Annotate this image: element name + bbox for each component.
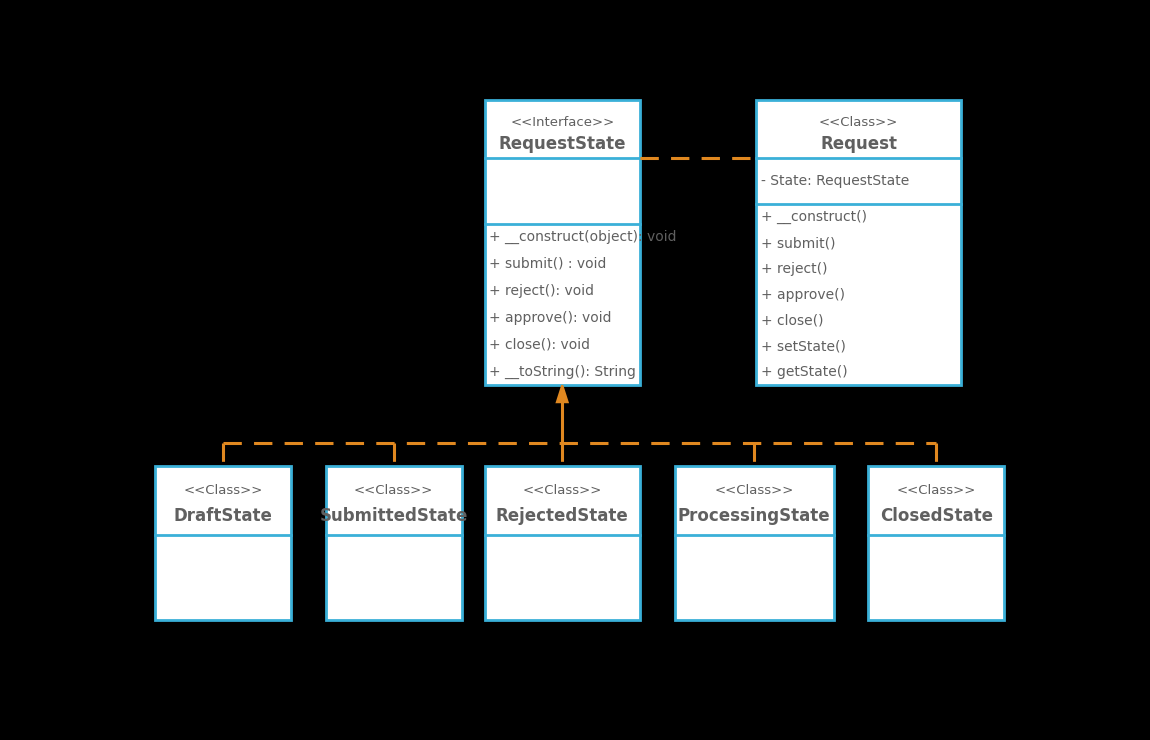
Text: + __construct(object): void: + __construct(object): void — [490, 230, 677, 244]
Text: + close(): void: + close(): void — [490, 338, 590, 352]
Text: <<Class>>: <<Class>> — [354, 484, 434, 497]
Bar — [485, 101, 639, 386]
Text: <<Interface>>: <<Interface>> — [511, 115, 614, 129]
Text: <<Class>>: <<Class>> — [819, 115, 898, 129]
Text: <<Class>>: <<Class>> — [714, 484, 793, 497]
Text: ClosedState: ClosedState — [880, 507, 992, 525]
Bar — [325, 466, 461, 620]
Text: + approve(): + approve() — [760, 288, 844, 302]
Text: RequestState: RequestState — [498, 135, 626, 152]
Polygon shape — [557, 386, 568, 403]
Text: + close(): + close() — [760, 314, 823, 328]
Text: + submit() : void: + submit() : void — [490, 257, 607, 271]
Text: RejectedState: RejectedState — [496, 507, 629, 525]
Text: + approve(): void: + approve(): void — [490, 311, 612, 325]
Text: + setState(): + setState() — [760, 340, 845, 354]
Text: + reject(): void: + reject(): void — [490, 284, 595, 298]
Text: + __toString(): String: + __toString(): String — [490, 365, 636, 379]
Text: Request: Request — [820, 135, 897, 152]
Bar — [485, 466, 639, 620]
Text: <<Class>>: <<Class>> — [897, 484, 976, 497]
Text: - State: RequestState: - State: RequestState — [760, 174, 909, 188]
Text: ProcessingState: ProcessingState — [677, 507, 830, 525]
Text: <<Class>>: <<Class>> — [522, 484, 601, 497]
Bar — [756, 101, 961, 386]
Text: + submit(): + submit() — [760, 236, 835, 250]
Text: <<Class>>: <<Class>> — [184, 484, 263, 497]
Text: + __construct(): + __construct() — [760, 210, 867, 224]
Bar — [155, 466, 291, 620]
Text: + getState(): + getState() — [760, 366, 848, 380]
Text: SubmittedState: SubmittedState — [320, 507, 468, 525]
Bar — [675, 466, 834, 620]
Bar — [868, 466, 1004, 620]
Text: DraftState: DraftState — [174, 507, 273, 525]
Text: + reject(): + reject() — [760, 262, 827, 276]
